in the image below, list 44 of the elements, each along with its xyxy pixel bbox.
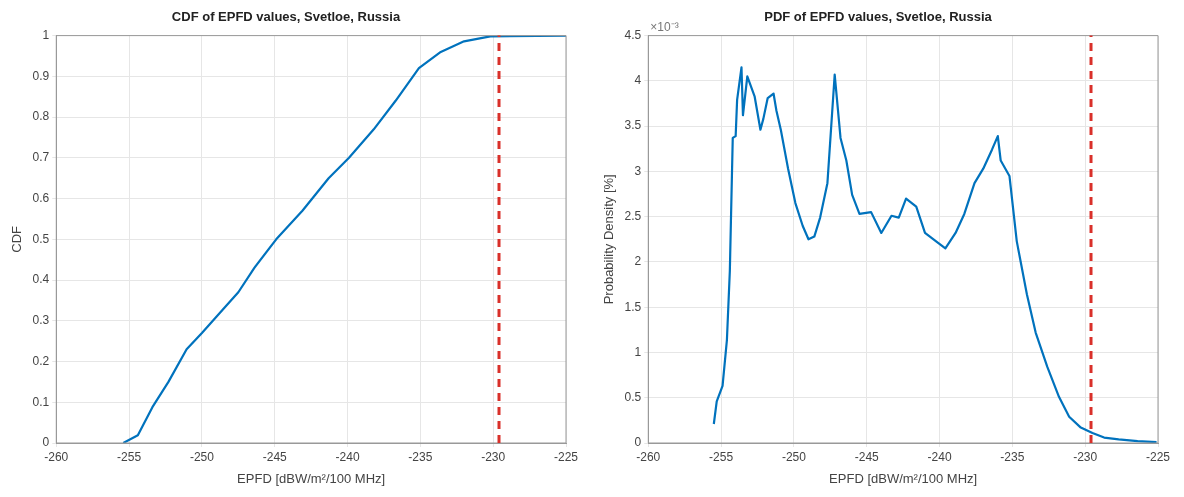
x-tick-label: -230 (481, 449, 506, 464)
chart-title: PDF of EPFD values, Svetloe, Russia (764, 9, 993, 25)
y-axis-title: Probability Density [%] (601, 174, 617, 305)
y-tick-label: 4.5 (624, 27, 642, 42)
y-tick-label: 0.7 (32, 150, 50, 165)
x-tick-label: -240 (335, 449, 360, 464)
x-tick-label: -235 (1000, 449, 1025, 464)
y-tick-label: 0.5 (32, 231, 50, 246)
x-axis-title: EPFD [dBW/m²/100 MHz] (237, 470, 386, 486)
x-tick-label: -240 (927, 449, 952, 464)
x-tick-label: -255 (117, 449, 142, 464)
x-tick-label: -250 (189, 449, 215, 464)
y-tick-label: 0.6 (32, 190, 50, 205)
y-tick-label: 0.1 (32, 394, 50, 409)
y-tick-label: 0.8 (32, 109, 50, 124)
y-tick-label: 3 (634, 163, 642, 178)
x-tick-label: -260 (636, 449, 661, 464)
y-axis-title: CDF (9, 225, 25, 253)
chart-title: CDF of EPFD values, Svetloe, Russia (171, 9, 401, 25)
x-tick-label: -225 (1145, 449, 1171, 464)
x-tick-label: -235 (408, 449, 433, 464)
x-axis-title: EPFD [dBW/m²/100 MHz] (829, 470, 978, 486)
x-tick-label: -260 (44, 449, 69, 464)
y-tick-label: 4 (634, 73, 642, 88)
y-tick-label: 1.5 (624, 299, 642, 314)
y-tick-label: 0.9 (32, 68, 50, 83)
y-tick-label: 0.4 (32, 272, 50, 287)
x-tick-label: -245 (262, 449, 288, 464)
y-tick-label: 0.5 (624, 390, 642, 405)
x-tick-label: -230 (1073, 449, 1098, 464)
y-tick-label: 0.3 (32, 313, 50, 328)
y-tick-label: 0 (634, 435, 642, 450)
y-tick-label: 1 (634, 344, 642, 359)
y-tick-label: 0.2 (32, 353, 50, 368)
x-tick-label: -250 (781, 449, 807, 464)
x-tick-label: -225 (553, 449, 579, 464)
x-tick-label: -245 (854, 449, 880, 464)
x-tick-label: -255 (709, 449, 734, 464)
y-tick-label: 3.5 (624, 118, 642, 133)
y-tick-label: 2 (634, 254, 642, 269)
y-tick-label: 1 (42, 27, 50, 42)
y-tick-label: 0 (42, 435, 50, 450)
y-tick-label: 2.5 (624, 208, 642, 223)
text: ×10⁻³ (650, 19, 679, 34)
